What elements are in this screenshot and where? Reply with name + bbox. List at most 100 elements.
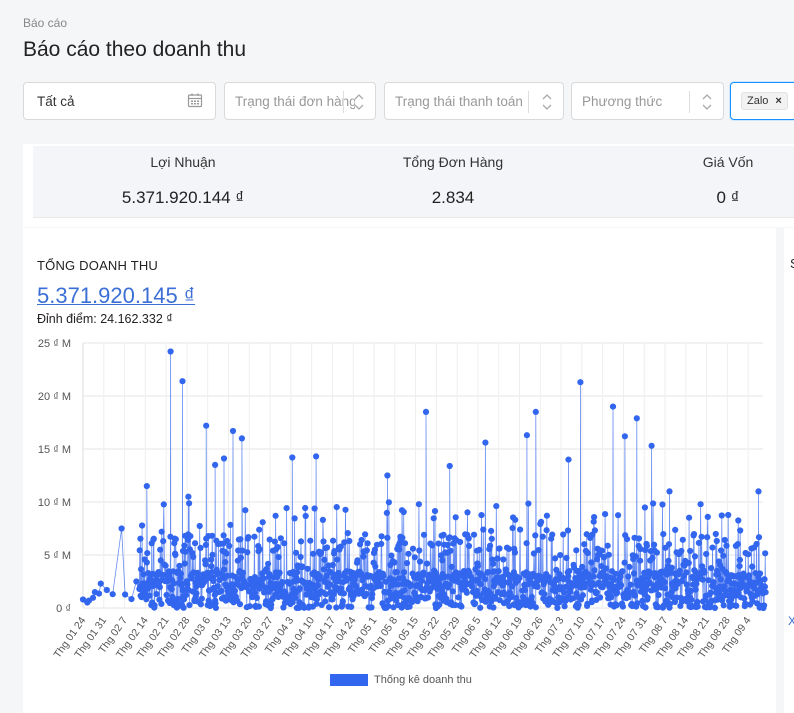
- data-point: [652, 570, 659, 577]
- data-point: [566, 568, 573, 575]
- data-point: [532, 604, 539, 611]
- order-status-select[interactable]: Trạng thái đơn hàng: [224, 82, 376, 120]
- data-point: [244, 549, 251, 556]
- data-point: [360, 553, 367, 560]
- data-point: [705, 577, 712, 584]
- stat-value: 0 ₫: [716, 188, 740, 207]
- data-point: [644, 594, 651, 601]
- data-point: [560, 531, 567, 538]
- data-point: [665, 541, 673, 548]
- side-card-link[interactable]: X: [788, 614, 794, 628]
- data-point: [661, 585, 669, 592]
- date-range-picker[interactable]: Tất cả: [23, 82, 216, 120]
- data-point: [709, 544, 716, 551]
- data-point: [316, 573, 323, 580]
- data-point: [289, 599, 296, 606]
- data-point: [474, 562, 481, 569]
- data-point: [648, 442, 655, 449]
- data-point: [688, 596, 695, 603]
- data-point: [598, 547, 606, 554]
- data-point: [209, 551, 216, 558]
- data-point: [698, 533, 705, 540]
- data-point: [265, 560, 272, 567]
- channel-multiselect[interactable]: Zalo ×: [730, 82, 794, 120]
- data-point: [181, 542, 188, 549]
- data-point: [564, 527, 572, 534]
- data-point: [440, 531, 447, 538]
- data-point: [363, 547, 370, 554]
- data-point: [253, 594, 260, 601]
- chart-legend[interactable]: Thống kê doanh thu: [330, 674, 472, 686]
- data-point: [695, 539, 703, 546]
- data-point: [579, 592, 587, 599]
- data-point: [525, 500, 532, 507]
- data-point: [755, 534, 763, 541]
- data-point: [639, 597, 646, 604]
- data-point: [179, 580, 186, 588]
- data-point: [212, 604, 219, 611]
- data-point: [577, 379, 584, 386]
- y-tick-label: 0 ₫: [56, 603, 71, 615]
- data-point: [266, 536, 273, 543]
- data-point: [221, 566, 228, 573]
- data-point: [455, 579, 462, 586]
- data-point: [245, 534, 252, 541]
- data-point: [296, 585, 303, 592]
- stat-value: 2.834: [431, 188, 475, 207]
- data-point: [676, 567, 684, 574]
- data-point: [401, 587, 408, 594]
- y-tick-label: 10 ₫ M: [38, 497, 71, 509]
- data-point: [495, 568, 502, 575]
- data-point: [431, 508, 439, 515]
- data-point: [575, 601, 582, 609]
- data-point: [694, 603, 701, 610]
- data-point: [331, 548, 338, 555]
- data-point: [144, 550, 151, 557]
- data-point: [237, 536, 244, 543]
- data-point: [272, 512, 279, 519]
- data-point: [621, 559, 628, 566]
- data-point: [299, 563, 306, 571]
- data-point: [496, 545, 503, 552]
- data-point: [307, 537, 314, 544]
- data-point: [494, 555, 501, 562]
- close-icon[interactable]: ×: [775, 95, 782, 107]
- data-point: [438, 586, 446, 593]
- data-point: [146, 592, 153, 599]
- data-point: [566, 588, 574, 596]
- stat-profit: Lợi Nhuận 5.371.920.144 ₫: [103, 154, 263, 208]
- data-point: [237, 554, 244, 561]
- data-point: [720, 602, 727, 609]
- data-point: [180, 604, 187, 611]
- data-point: [538, 518, 545, 525]
- channel-tag: Zalo ×: [741, 92, 788, 110]
- data-point: [384, 534, 391, 541]
- data-point: [138, 566, 145, 573]
- data-point: [509, 583, 516, 590]
- method-select[interactable]: Phương thức: [571, 82, 724, 120]
- data-point: [239, 547, 246, 554]
- data-point: [377, 582, 384, 590]
- data-point: [140, 571, 147, 578]
- data-point: [619, 568, 626, 575]
- data-point: [89, 594, 97, 601]
- data-point: [749, 563, 756, 570]
- data-point: [552, 555, 559, 562]
- data-point: [202, 561, 209, 568]
- data-point: [297, 553, 304, 561]
- data-point: [128, 596, 135, 603]
- data-point: [208, 563, 215, 570]
- breadcrumb[interactable]: Báo cáo: [23, 16, 68, 30]
- data-point: [276, 569, 283, 576]
- data-point: [348, 603, 355, 610]
- data-point: [490, 560, 497, 567]
- data-point: [679, 577, 686, 585]
- data-point: [619, 603, 627, 610]
- data-point: [746, 572, 753, 579]
- data-point: [418, 577, 426, 584]
- data-point: [371, 546, 378, 553]
- data-point: [220, 455, 228, 462]
- payment-status-select[interactable]: Trạng thái thanh toán: [384, 82, 564, 120]
- side-card: [784, 228, 794, 713]
